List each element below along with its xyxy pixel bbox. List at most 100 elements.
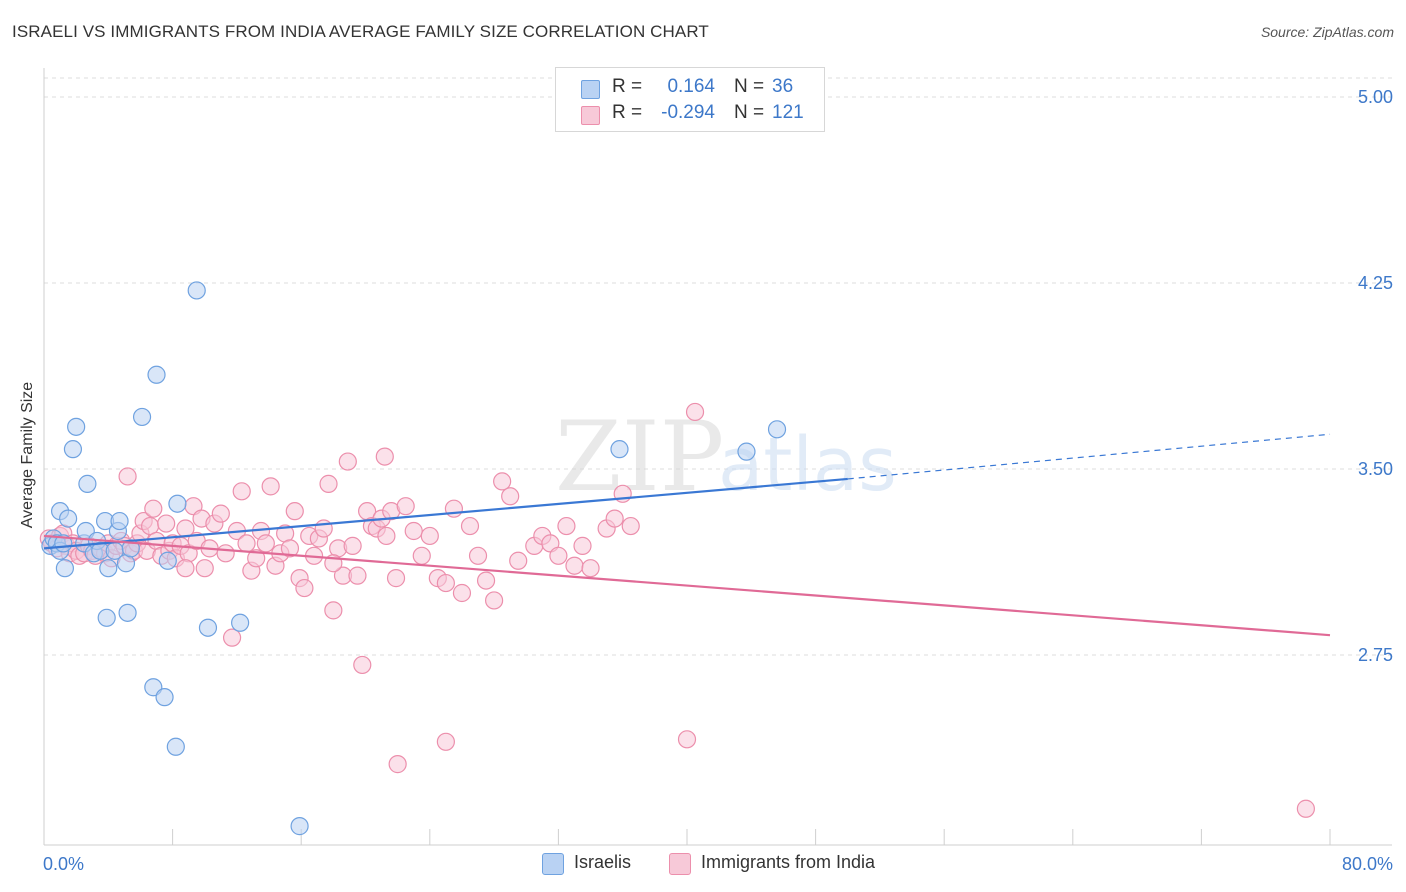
legend-label-israelis: Israelis [574, 852, 632, 872]
point-india[interactable] [237, 534, 256, 553]
y-tick-label: 5.00 [1358, 87, 1393, 107]
point-india[interactable] [468, 546, 488, 565]
point-israelis[interactable] [147, 365, 166, 384]
point-india[interactable] [343, 536, 362, 555]
point-india[interactable] [348, 566, 367, 585]
point-india[interactable] [460, 516, 480, 536]
point-india[interactable] [176, 559, 195, 578]
point-india[interactable] [509, 551, 528, 570]
point-israelis[interactable] [610, 440, 629, 459]
point-india[interactable] [444, 499, 464, 518]
point-israelis[interactable] [97, 608, 116, 627]
point-india[interactable] [295, 578, 314, 598]
point-israelis[interactable] [187, 281, 206, 300]
point-israelis[interactable] [110, 511, 129, 531]
point-india[interactable] [605, 509, 624, 528]
point-india[interactable] [685, 402, 705, 422]
point-israelis[interactable] [118, 603, 137, 622]
point-india[interactable] [118, 467, 137, 486]
trendline-india [43, 534, 1331, 637]
stats-r-label: R = [612, 102, 643, 123]
trendline-israelis [43, 477, 848, 550]
point-israelis[interactable] [78, 474, 97, 493]
point-india[interactable] [420, 526, 439, 546]
point-india[interactable] [256, 534, 275, 553]
chart-source: Source: ZipAtlas.com [1260, 24, 1394, 40]
legend-label-india: Immigrants from India [701, 852, 876, 872]
legend-swatch-india [669, 853, 691, 875]
point-israelis[interactable] [158, 551, 177, 570]
point-israelis[interactable] [59, 509, 78, 528]
point-india[interactable] [565, 556, 584, 575]
point-india[interactable] [388, 755, 407, 774]
point-india[interactable] [375, 447, 394, 466]
point-india[interactable] [377, 526, 396, 546]
point-israelis[interactable] [737, 442, 756, 461]
point-india[interactable] [452, 583, 472, 603]
x-tick-label-max: 80.0% [1342, 854, 1393, 874]
point-india[interactable] [338, 452, 357, 471]
y-tick-label: 2.75 [1358, 645, 1393, 665]
point-india[interactable] [216, 544, 235, 563]
trend-layer [43, 433, 1331, 637]
point-israelis[interactable] [63, 440, 83, 459]
point-israelis[interactable] [132, 407, 152, 427]
stats-row-israelis: R = 0.164 N = 36 [556, 76, 824, 102]
axis-layer [43, 68, 1392, 846]
stats-n-label: N = [734, 76, 765, 97]
point-india[interactable] [396, 497, 415, 516]
point-israelis[interactable] [168, 494, 187, 513]
point-india[interactable] [573, 536, 592, 555]
point-india[interactable] [485, 591, 504, 610]
point-india[interactable] [1296, 799, 1315, 818]
point-israelis[interactable] [231, 613, 250, 632]
y-tick-label: 4.25 [1358, 273, 1393, 293]
point-india[interactable] [144, 499, 163, 518]
point-india[interactable] [677, 730, 697, 749]
point-israelis[interactable] [198, 618, 218, 637]
point-india[interactable] [280, 539, 300, 558]
y-tick-label: 3.50 [1358, 459, 1393, 479]
point-israelis[interactable] [767, 420, 787, 439]
point-israelis[interactable] [290, 817, 309, 836]
point-india[interactable] [232, 482, 251, 501]
point-india[interactable] [386, 569, 406, 588]
point-israelis[interactable] [99, 559, 118, 578]
point-india[interactable] [324, 601, 343, 620]
legend: Israelis Immigrants from India [0, 852, 1406, 878]
point-india[interactable] [557, 516, 576, 536]
point-india[interactable] [412, 546, 431, 565]
stats-r-label: R = [612, 76, 643, 97]
point-india[interactable] [501, 487, 520, 506]
point-israelis[interactable] [55, 559, 74, 578]
point-india[interactable] [247, 549, 266, 568]
point-india[interactable] [157, 514, 176, 533]
point-india[interactable] [222, 628, 242, 647]
point-india[interactable] [493, 472, 512, 491]
point-india[interactable] [211, 504, 230, 523]
trendline-israelis-extension [847, 433, 1331, 480]
x-tick-label-min: 0.0% [43, 854, 84, 874]
point-india[interactable] [621, 516, 640, 536]
point-india[interactable] [285, 502, 304, 521]
point-india[interactable] [476, 571, 496, 590]
stats-box: R = 0.164 N = 36 R = -0.294 N = 121 [555, 67, 825, 132]
point-india[interactable] [353, 655, 372, 675]
point-india[interactable] [581, 559, 600, 578]
point-israelis[interactable] [155, 688, 174, 707]
point-india[interactable] [404, 521, 423, 541]
point-india[interactable] [319, 474, 338, 493]
point-israelis[interactable] [67, 417, 86, 436]
chart-title: ISRAELI VS IMMIGRANTS FROM INDIA AVERAGE… [12, 22, 709, 41]
point-india[interactable] [314, 519, 333, 538]
stats-n-label: N = [734, 102, 765, 123]
point-india[interactable] [436, 573, 455, 593]
point-israelis[interactable] [166, 737, 185, 756]
point-india[interactable] [261, 477, 280, 496]
stats-n-value: 121 [772, 102, 804, 123]
point-india[interactable] [436, 732, 455, 751]
stats-r-value: -0.294 [661, 102, 715, 123]
stats-swatch-india [581, 106, 600, 125]
point-india[interactable] [195, 559, 214, 578]
point-india[interactable] [549, 546, 568, 565]
